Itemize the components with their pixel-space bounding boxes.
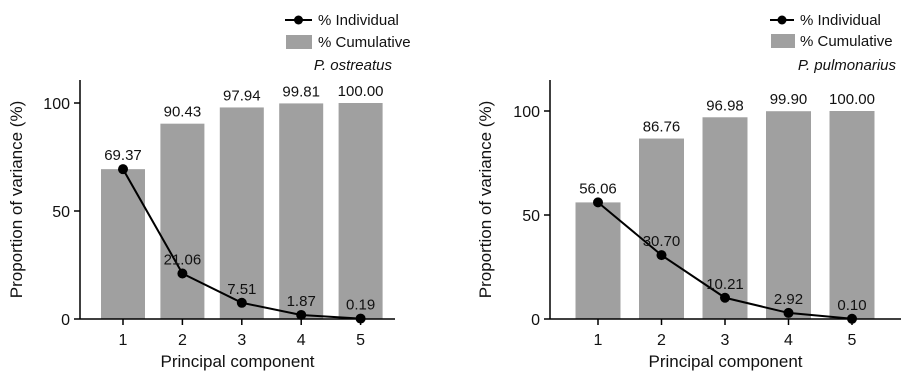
- cumulative-bar-2: [160, 123, 205, 319]
- cumulative-value-label: 86.76: [643, 119, 681, 136]
- individual-value-label: 69.37: [104, 147, 142, 164]
- cumulative-bar-5: [829, 111, 875, 319]
- individual-point-2: [656, 250, 667, 261]
- cumulative-bar-1: [101, 169, 145, 319]
- cumulative-value-label: 100.00: [338, 83, 384, 100]
- x-tick-label: 3: [721, 332, 730, 349]
- individual-value-label: 21.06: [164, 252, 202, 269]
- y-tick-label: 100: [43, 96, 70, 113]
- individual-value-label: 30.70: [643, 233, 681, 250]
- legend-bar-swatch: [771, 34, 795, 48]
- individual-value-label: 10.21: [706, 276, 744, 293]
- x-tick-label: 5: [356, 332, 365, 349]
- cumulative-value-label: 96.98: [706, 97, 744, 114]
- individual-point-5: [847, 313, 857, 324]
- cumulative-bar-3: [219, 107, 264, 319]
- cumulative-bar-3: [702, 117, 748, 319]
- individual-point-4: [296, 309, 307, 320]
- cumulative-value-label: 90.43: [164, 104, 202, 121]
- cumulative-value-label: 97.94: [223, 87, 261, 104]
- legend-individual-label: % Individual: [800, 12, 881, 29]
- x-tick-label: 4: [784, 332, 793, 349]
- legend-individual-label: % Individual: [318, 12, 399, 29]
- x-tick-label: 4: [297, 332, 306, 349]
- cumulative-bar-4: [766, 111, 811, 319]
- x-tick-label: 2: [657, 332, 666, 349]
- cumulative-value-label: 100.00: [829, 91, 875, 108]
- individual-point-5: [355, 313, 366, 324]
- individual-value-label: 2.92: [774, 291, 803, 308]
- x-tick-label: 2: [178, 332, 187, 349]
- x-tick-label: 5: [848, 332, 857, 349]
- legend-bar-swatch: [286, 35, 312, 49]
- y-axis-title: Proportion of variance (%): [476, 101, 495, 298]
- individual-point-1: [593, 197, 603, 208]
- legend-cumulative-label: % Cumulative: [800, 33, 893, 50]
- x-tick-label: 1: [594, 332, 603, 349]
- x-axis-title: Principal component: [648, 352, 802, 371]
- individual-point-1: [118, 164, 128, 175]
- species-subtitle: P. pulmonarius: [798, 57, 897, 74]
- cumulative-value-label: 99.81: [282, 83, 320, 100]
- y-tick-label: 0: [61, 312, 70, 329]
- species-subtitle: P. ostreatus: [314, 57, 393, 74]
- x-tick-label: 3: [237, 332, 246, 349]
- individual-point-3: [720, 292, 730, 303]
- y-tick-label: 100: [513, 104, 540, 121]
- cumulative-bar-4: [279, 103, 324, 319]
- x-axis-title: Principal component: [160, 352, 314, 371]
- cumulative-bar-5: [338, 103, 383, 319]
- x-tick-label: 1: [119, 332, 128, 349]
- cumulative-bar-2: [639, 138, 684, 319]
- individual-value-label: 7.51: [227, 281, 256, 298]
- chart-panel-p-ostreatus: 0 50 100 1 2 3 4 5 90.43 97.94 99.81 100.00 69.37 21.…: [0, 0, 450, 376]
- cumulative-bar-1: [575, 202, 621, 319]
- chart-svg-p-ostreatus: 0 50 100 1 2 3 4 5 90.43 97.94 99.81 100.00 69.37 21.…: [7, 12, 411, 371]
- individual-value-label: 56.06: [579, 180, 617, 197]
- legend-dot-marker: [777, 15, 787, 25]
- individual-point-3: [236, 297, 247, 308]
- individual-value-label: 0.10: [837, 297, 866, 314]
- individual-value-label: 0.19: [346, 297, 375, 314]
- y-axis-title: Proportion of variance (%): [7, 101, 26, 298]
- individual-point-4: [783, 307, 794, 318]
- legend-dot-marker: [294, 15, 303, 25]
- chart-svg-p-pulmonarius: 0 50 100 1 2 3 4 5 86.76 96.98 99.90 100.00 56.06 30.…: [476, 12, 901, 371]
- y-tick-label: 50: [52, 204, 70, 221]
- individual-point-2: [177, 268, 188, 279]
- individual-value-label: 1.87: [287, 293, 316, 310]
- y-tick-label: 50: [522, 208, 540, 225]
- y-tick-label: 0: [531, 312, 540, 329]
- legend-cumulative-label: % Cumulative: [318, 34, 411, 51]
- cumulative-value-label: 99.90: [770, 91, 808, 108]
- chart-panel-p-pulmonarius: 0 50 100 1 2 3 4 5 86.76 96.98 99.90 100.00 56.06 30.…: [455, 0, 905, 376]
